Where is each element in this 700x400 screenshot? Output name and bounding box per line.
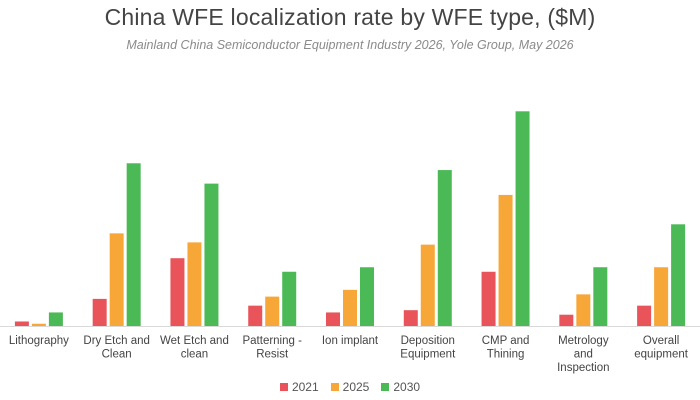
x-tick-label-6: CMP and Thining <box>482 335 530 361</box>
x-tick-label-8: Overall equipment <box>634 335 689 361</box>
bar-2025-6 <box>498 194 513 326</box>
x-tick-label-7: Metrology and Inspection <box>557 335 609 374</box>
legend-label-2021: 2021 <box>291 380 319 394</box>
chart-title: China WFE localization rate by WFE type,… <box>104 4 596 30</box>
legend-swatch-2030 <box>381 383 390 391</box>
bar-2030-5 <box>437 170 452 326</box>
bar-2025-0 <box>31 323 46 326</box>
bar-2025-8 <box>654 267 669 326</box>
bar-2021-4 <box>326 312 340 326</box>
bar-2030-4 <box>360 267 374 326</box>
legend-swatch-2025 <box>330 383 339 391</box>
legend-item-2030: 2030 <box>381 380 420 394</box>
bar-2025-4 <box>343 289 357 326</box>
bar-2021-1 <box>92 298 107 326</box>
bar-2025-5 <box>420 244 435 326</box>
x-tick-label-4: Ion implant <box>322 335 379 347</box>
bar-2025-7 <box>576 294 591 326</box>
bar-2030-1 <box>126 163 141 326</box>
chart-subtitle: Mainland China Semiconductor Equipment I… <box>126 38 574 52</box>
legend-label-2025: 2025 <box>342 380 370 394</box>
bar-2030-0 <box>48 312 63 326</box>
x-tick-label-3: Patterning -Resist <box>242 335 302 361</box>
bar-2030-2 <box>204 183 219 326</box>
x-tick-label-2: Wet Etch and clean <box>160 335 229 361</box>
bar-2021-5 <box>403 310 418 326</box>
bar-2021-7 <box>559 314 574 326</box>
x-tick-label-5: Deposition Equipment <box>400 335 456 361</box>
legend-swatch-2021 <box>279 383 288 391</box>
x-tick-label-0: Lithography <box>9 335 69 347</box>
bar-2025-2 <box>187 242 202 326</box>
bar-2021-3 <box>248 305 263 326</box>
legend-label-2030: 2030 <box>393 380 421 394</box>
bar-2021-6 <box>481 271 496 326</box>
bar-2030-3 <box>282 271 297 326</box>
bar-2025-3 <box>265 296 280 326</box>
bar-2030-8 <box>671 224 686 326</box>
legend-item-2025: 2025 <box>330 380 370 394</box>
legend: 2021 2025 2030 <box>0 380 700 394</box>
bar-2021-0 <box>14 321 29 326</box>
legend-item-2021: 2021 <box>279 380 319 394</box>
x-tick-label-1: Dry Etch and Clean <box>83 335 149 361</box>
bar-2030-7 <box>593 267 608 326</box>
bar-2030-6 <box>515 111 530 326</box>
bar-2021-2 <box>170 258 185 326</box>
bar-2025-1 <box>109 233 124 326</box>
bar-2021-8 <box>637 305 652 326</box>
